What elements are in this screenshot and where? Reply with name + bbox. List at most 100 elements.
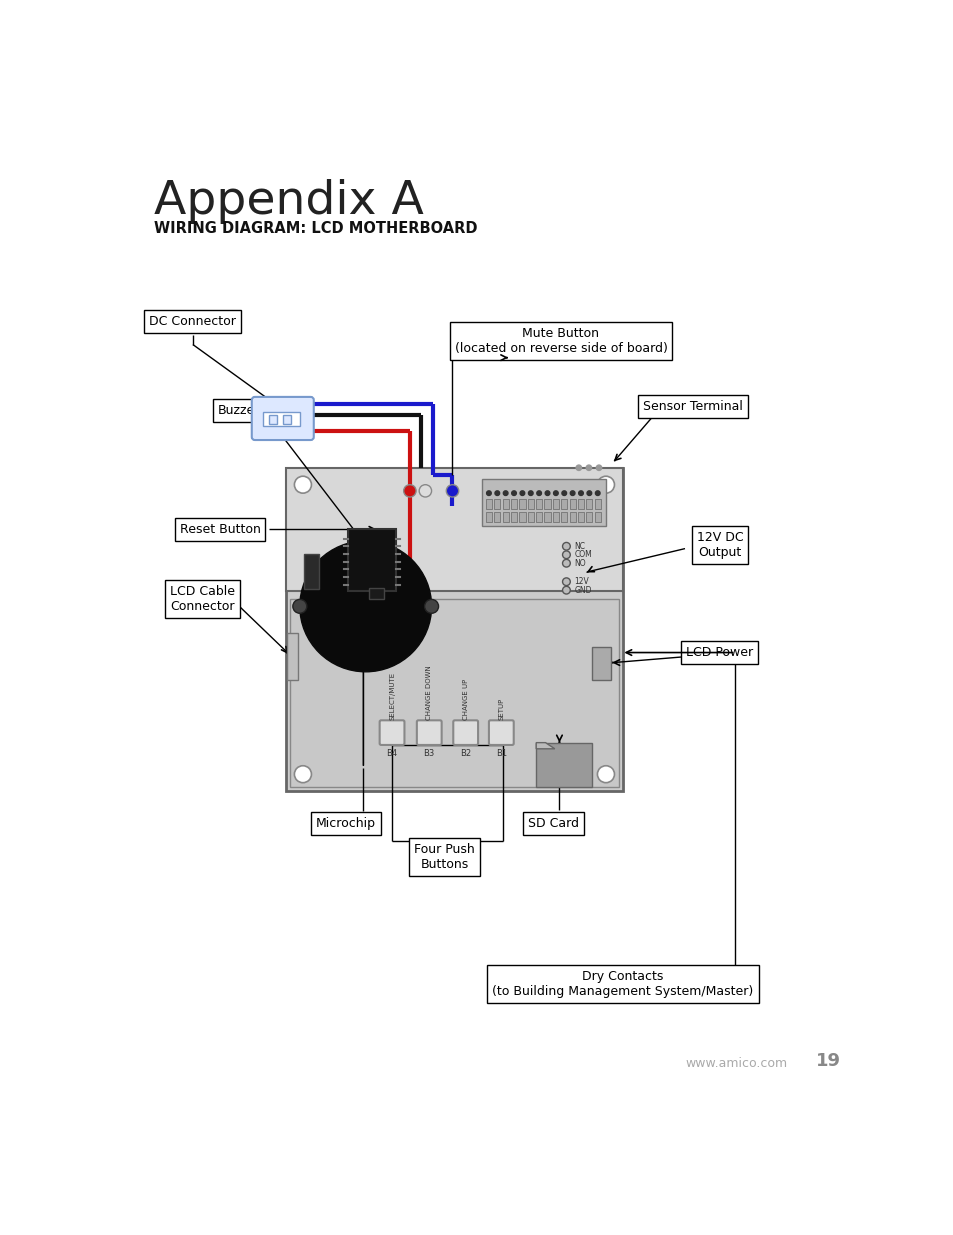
- Bar: [348, 530, 395, 592]
- Text: Appendix A: Appendix A: [154, 179, 423, 224]
- Text: Mute Button
(located on reverse side of board): Mute Button (located on reverse side of …: [454, 327, 667, 354]
- Bar: [287, 634, 298, 679]
- Bar: [552, 499, 558, 509]
- Polygon shape: [536, 742, 555, 748]
- Bar: [290, 599, 618, 787]
- Text: LCD Power: LCD Power: [685, 646, 753, 659]
- Text: SELECT/MUTE: SELECT/MUTE: [389, 672, 395, 720]
- Text: Dry Contacts
(to Building Management System/Master): Dry Contacts (to Building Management Sys…: [492, 969, 753, 998]
- Text: Buzzer: Buzzer: [218, 404, 260, 416]
- Circle shape: [294, 477, 311, 493]
- Circle shape: [486, 490, 491, 495]
- Text: SD Card: SD Card: [527, 818, 578, 830]
- Text: 12V: 12V: [574, 577, 588, 587]
- Text: LCD Cable
Connector: LCD Cable Connector: [170, 584, 234, 613]
- Circle shape: [544, 490, 549, 495]
- Text: CHANGE DOWN: CHANGE DOWN: [426, 666, 432, 720]
- Circle shape: [585, 466, 591, 471]
- Bar: [303, 555, 319, 589]
- Bar: [594, 513, 600, 521]
- Bar: [511, 513, 517, 521]
- Circle shape: [293, 599, 307, 614]
- Bar: [592, 647, 611, 679]
- Bar: [586, 499, 592, 509]
- Bar: [569, 513, 575, 521]
- Text: WIRING DIAGRAM: LCD MOTHERBOARD: WIRING DIAGRAM: LCD MOTHERBOARD: [154, 221, 477, 236]
- Circle shape: [595, 490, 599, 495]
- Bar: [544, 513, 550, 521]
- Bar: [511, 499, 517, 509]
- Bar: [560, 513, 567, 521]
- Bar: [527, 499, 534, 509]
- Bar: [536, 513, 541, 521]
- FancyBboxPatch shape: [379, 720, 404, 745]
- Text: Reset Button: Reset Button: [179, 522, 260, 536]
- FancyBboxPatch shape: [488, 720, 513, 745]
- Bar: [527, 513, 534, 521]
- Bar: [586, 513, 592, 521]
- Circle shape: [597, 477, 614, 493]
- Bar: [518, 513, 525, 521]
- Bar: [536, 742, 592, 787]
- Bar: [544, 499, 550, 509]
- Bar: [502, 513, 508, 521]
- Circle shape: [503, 490, 507, 495]
- FancyBboxPatch shape: [416, 720, 441, 745]
- Text: B2: B2: [459, 748, 471, 758]
- Bar: [286, 468, 622, 792]
- Bar: [282, 415, 291, 424]
- Circle shape: [511, 490, 516, 495]
- Circle shape: [446, 484, 458, 496]
- Text: GND: GND: [574, 585, 591, 595]
- Circle shape: [553, 490, 558, 495]
- Circle shape: [424, 599, 438, 614]
- Bar: [560, 499, 567, 509]
- Circle shape: [528, 490, 533, 495]
- Circle shape: [562, 578, 570, 585]
- Bar: [578, 499, 583, 509]
- Bar: [269, 415, 276, 424]
- Text: NC: NC: [574, 542, 584, 551]
- Text: B1: B1: [496, 748, 506, 758]
- Bar: [552, 513, 558, 521]
- Bar: [518, 499, 525, 509]
- Text: DC Connector: DC Connector: [150, 315, 236, 329]
- Circle shape: [578, 490, 582, 495]
- FancyBboxPatch shape: [252, 396, 314, 440]
- Text: 12V DC
Output: 12V DC Output: [696, 531, 742, 558]
- Text: CHANGE UP: CHANGE UP: [462, 679, 468, 720]
- Circle shape: [519, 490, 524, 495]
- Bar: [485, 499, 492, 509]
- Bar: [369, 588, 384, 599]
- Bar: [262, 412, 299, 426]
- Text: Sensor Terminal: Sensor Terminal: [642, 400, 741, 412]
- Text: Four Push
Buttons: Four Push Buttons: [414, 842, 475, 871]
- Bar: [494, 513, 500, 521]
- Circle shape: [562, 559, 570, 567]
- Text: 19: 19: [815, 1052, 840, 1070]
- Text: Microchip: Microchip: [315, 818, 375, 830]
- Circle shape: [562, 542, 570, 550]
- Bar: [536, 499, 541, 509]
- Circle shape: [561, 490, 566, 495]
- Text: www.amico.com: www.amico.com: [684, 1057, 786, 1070]
- Text: B4: B4: [386, 748, 397, 758]
- Circle shape: [537, 490, 541, 495]
- Bar: [485, 513, 492, 521]
- Bar: [494, 499, 500, 509]
- Circle shape: [294, 766, 311, 783]
- Circle shape: [597, 766, 614, 783]
- Circle shape: [596, 466, 601, 471]
- Bar: [481, 479, 605, 526]
- Circle shape: [495, 490, 499, 495]
- Circle shape: [418, 484, 431, 496]
- Bar: [569, 499, 575, 509]
- Bar: [578, 513, 583, 521]
- Circle shape: [299, 541, 431, 672]
- Text: SETUP: SETUP: [497, 698, 504, 720]
- Text: COM: COM: [574, 551, 591, 559]
- Circle shape: [562, 587, 570, 594]
- Bar: [502, 499, 508, 509]
- Circle shape: [586, 490, 591, 495]
- Circle shape: [570, 490, 575, 495]
